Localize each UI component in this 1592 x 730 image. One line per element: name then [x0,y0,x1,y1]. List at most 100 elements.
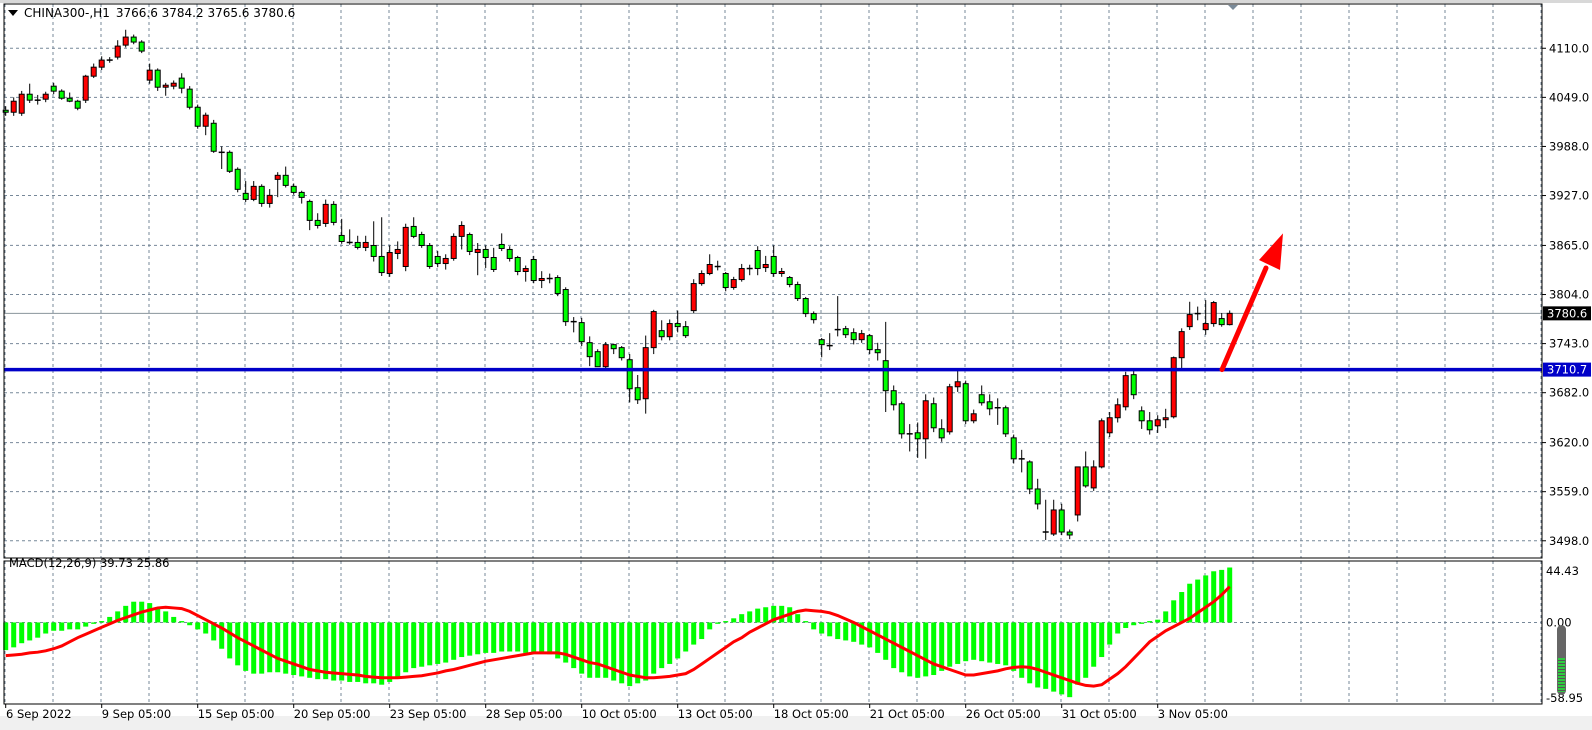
macd-histogram-bar [1099,622,1105,658]
candle [1106,412,1113,437]
candle-body [138,41,145,52]
price-axis-label: 4110.0 [1549,41,1589,55]
candle-body [506,248,513,259]
candle-body [1186,314,1193,328]
candle-body [314,219,321,226]
candle-body [130,36,137,43]
candle [578,317,585,347]
candle-body [378,255,385,274]
macd-panel-border [3,560,1543,705]
macd-histogram-bar [579,622,585,674]
macd-histogram-bar [779,605,785,623]
candle-body [922,400,929,440]
candle-body [170,82,177,87]
macd-histogram-bar [1059,622,1065,695]
macd-histogram-bar [1115,622,1121,634]
macd-histogram-bar [859,622,865,645]
candle [634,374,641,404]
candle-body [258,185,265,204]
candle [586,336,593,367]
candle-body [602,344,609,368]
macd-histogram-bar [739,614,745,623]
candle [146,63,153,84]
macd-histogram-bar [1211,571,1217,623]
macd-scale-slider[interactable] [1557,625,1566,695]
macd-histogram-bar [923,622,929,677]
macd-histogram-bar [819,622,825,634]
macd-histogram-bar [235,622,241,666]
candle [42,91,49,103]
candle-body [1162,417,1169,421]
candle [738,263,745,282]
candle-body [858,333,865,341]
candle-body [114,45,121,58]
candle [226,150,233,174]
macd-histogram-bar [875,622,881,653]
time-axis-label: 9 Sep 05:00 [102,707,171,721]
macd-histogram-bar [211,622,217,641]
candle [626,354,633,403]
candle [746,264,753,276]
candle-body [786,277,793,286]
candle-body [578,322,585,343]
candle [826,333,833,351]
macd-histogram-bar [563,622,569,663]
candle-body [242,192,249,200]
macd-histogram-bar [259,622,265,674]
macd-histogram-bar [571,622,577,669]
symbol-timeframe: CHINA300-,H1 [24,6,110,20]
candle [162,82,169,96]
macd-histogram-bar [1187,583,1193,623]
candle-body [634,387,641,401]
candle [314,213,321,229]
macd-histogram-bar [331,622,337,681]
candle [570,317,577,333]
candle [66,92,73,103]
candle-body [490,257,497,270]
macd-histogram-bar [1107,622,1113,645]
candle [202,112,209,136]
candle [938,419,945,442]
candle [978,385,985,406]
dropdown-triangle-icon[interactable] [8,10,18,16]
candle-body [530,259,537,282]
candle-body [2,109,9,113]
macd-histogram-bar [1195,579,1201,623]
candle-body [1146,420,1153,431]
candle [898,401,905,439]
macd-histogram-bar [667,622,673,664]
candle-body [1082,466,1089,487]
candle [1218,313,1225,327]
candle [1074,466,1081,522]
candle [330,201,337,226]
candle-body [938,428,945,439]
macd-histogram-bar [83,622,89,627]
macd-histogram-bar [827,622,833,637]
macd-histogram-bar [883,622,889,660]
candle-body [146,69,153,81]
macd-histogram-bar [867,622,873,648]
macd-histogram-bar [115,611,121,623]
macd-histogram-bar [395,622,401,678]
candle-body [394,248,401,254]
candle-body [266,194,273,204]
candle-body [202,114,209,127]
candle-body [1050,509,1057,535]
candle-body [210,122,217,152]
candle [1210,300,1217,327]
candle-body [450,235,457,259]
candle-body [562,289,569,323]
macd-histogram-bar [1203,575,1209,623]
candle-body [306,200,313,221]
macd-histogram-bar [59,622,65,631]
candle-body [674,323,681,328]
candle-body [42,93,49,100]
macd-histogram-bar [315,622,321,680]
candle-body [930,403,937,429]
macd-histogram-bar [723,621,729,623]
candle-body [626,359,633,390]
time-axis-label: 28 Sep 05:00 [486,707,563,721]
candle-body [370,245,377,257]
candle-body [162,84,169,88]
